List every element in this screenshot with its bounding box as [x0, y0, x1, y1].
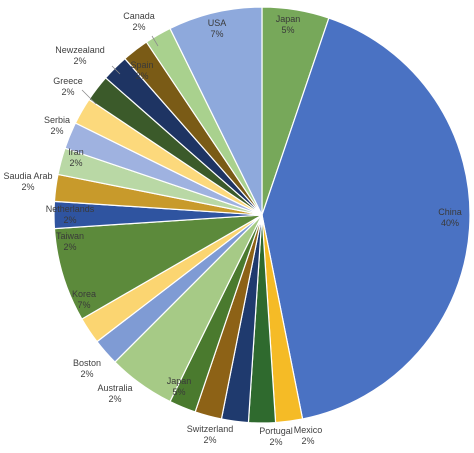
slice-label-7: Japan 5%	[167, 376, 192, 397]
pie-slice-usa-20	[169, 6, 263, 216]
slice-label-11: Taiwan 2%	[56, 231, 84, 252]
slice-label-19: Canada 2%	[123, 11, 155, 32]
leader-lines	[81, 35, 159, 105]
slice-label-5: Switzerland 2%	[187, 424, 234, 445]
slice-label-8: Australia 2%	[97, 383, 132, 404]
slice-label-17: Newzealand 2%	[55, 45, 105, 66]
slice-labels: Japan 5% China 40% Mexico 2%Portugal 2% Switzer…	[3, 11, 461, 447]
pie-slices	[53, 6, 471, 424]
slice-label-3: Portugal 2%	[259, 426, 293, 447]
slice-label-20: USA 7%	[208, 18, 227, 39]
slice-label-16: Greece 2%	[53, 76, 83, 97]
slice-label-15: Serbia 2%	[44, 115, 70, 136]
leader-line-19	[151, 35, 159, 47]
slice-label-1: China 40%	[438, 207, 462, 228]
slice-label-0: Japan 5%	[276, 14, 301, 35]
slice-label-12: Netherlands 2%	[46, 204, 95, 225]
slice-label-14: Iran 2%	[68, 147, 84, 168]
leader-line-16	[81, 89, 97, 105]
leader-line-17	[111, 65, 121, 75]
pie-slice-china-1	[261, 17, 471, 420]
slice-label-9: Boston 2%	[73, 358, 101, 379]
slice-label-13: Saudia Arab 2%	[3, 171, 52, 192]
slice-label-2: Mexico 2%	[294, 425, 323, 446]
slice-label-18: Spain 2%	[130, 60, 153, 81]
slice-label-10: Korea 7%	[72, 289, 96, 310]
